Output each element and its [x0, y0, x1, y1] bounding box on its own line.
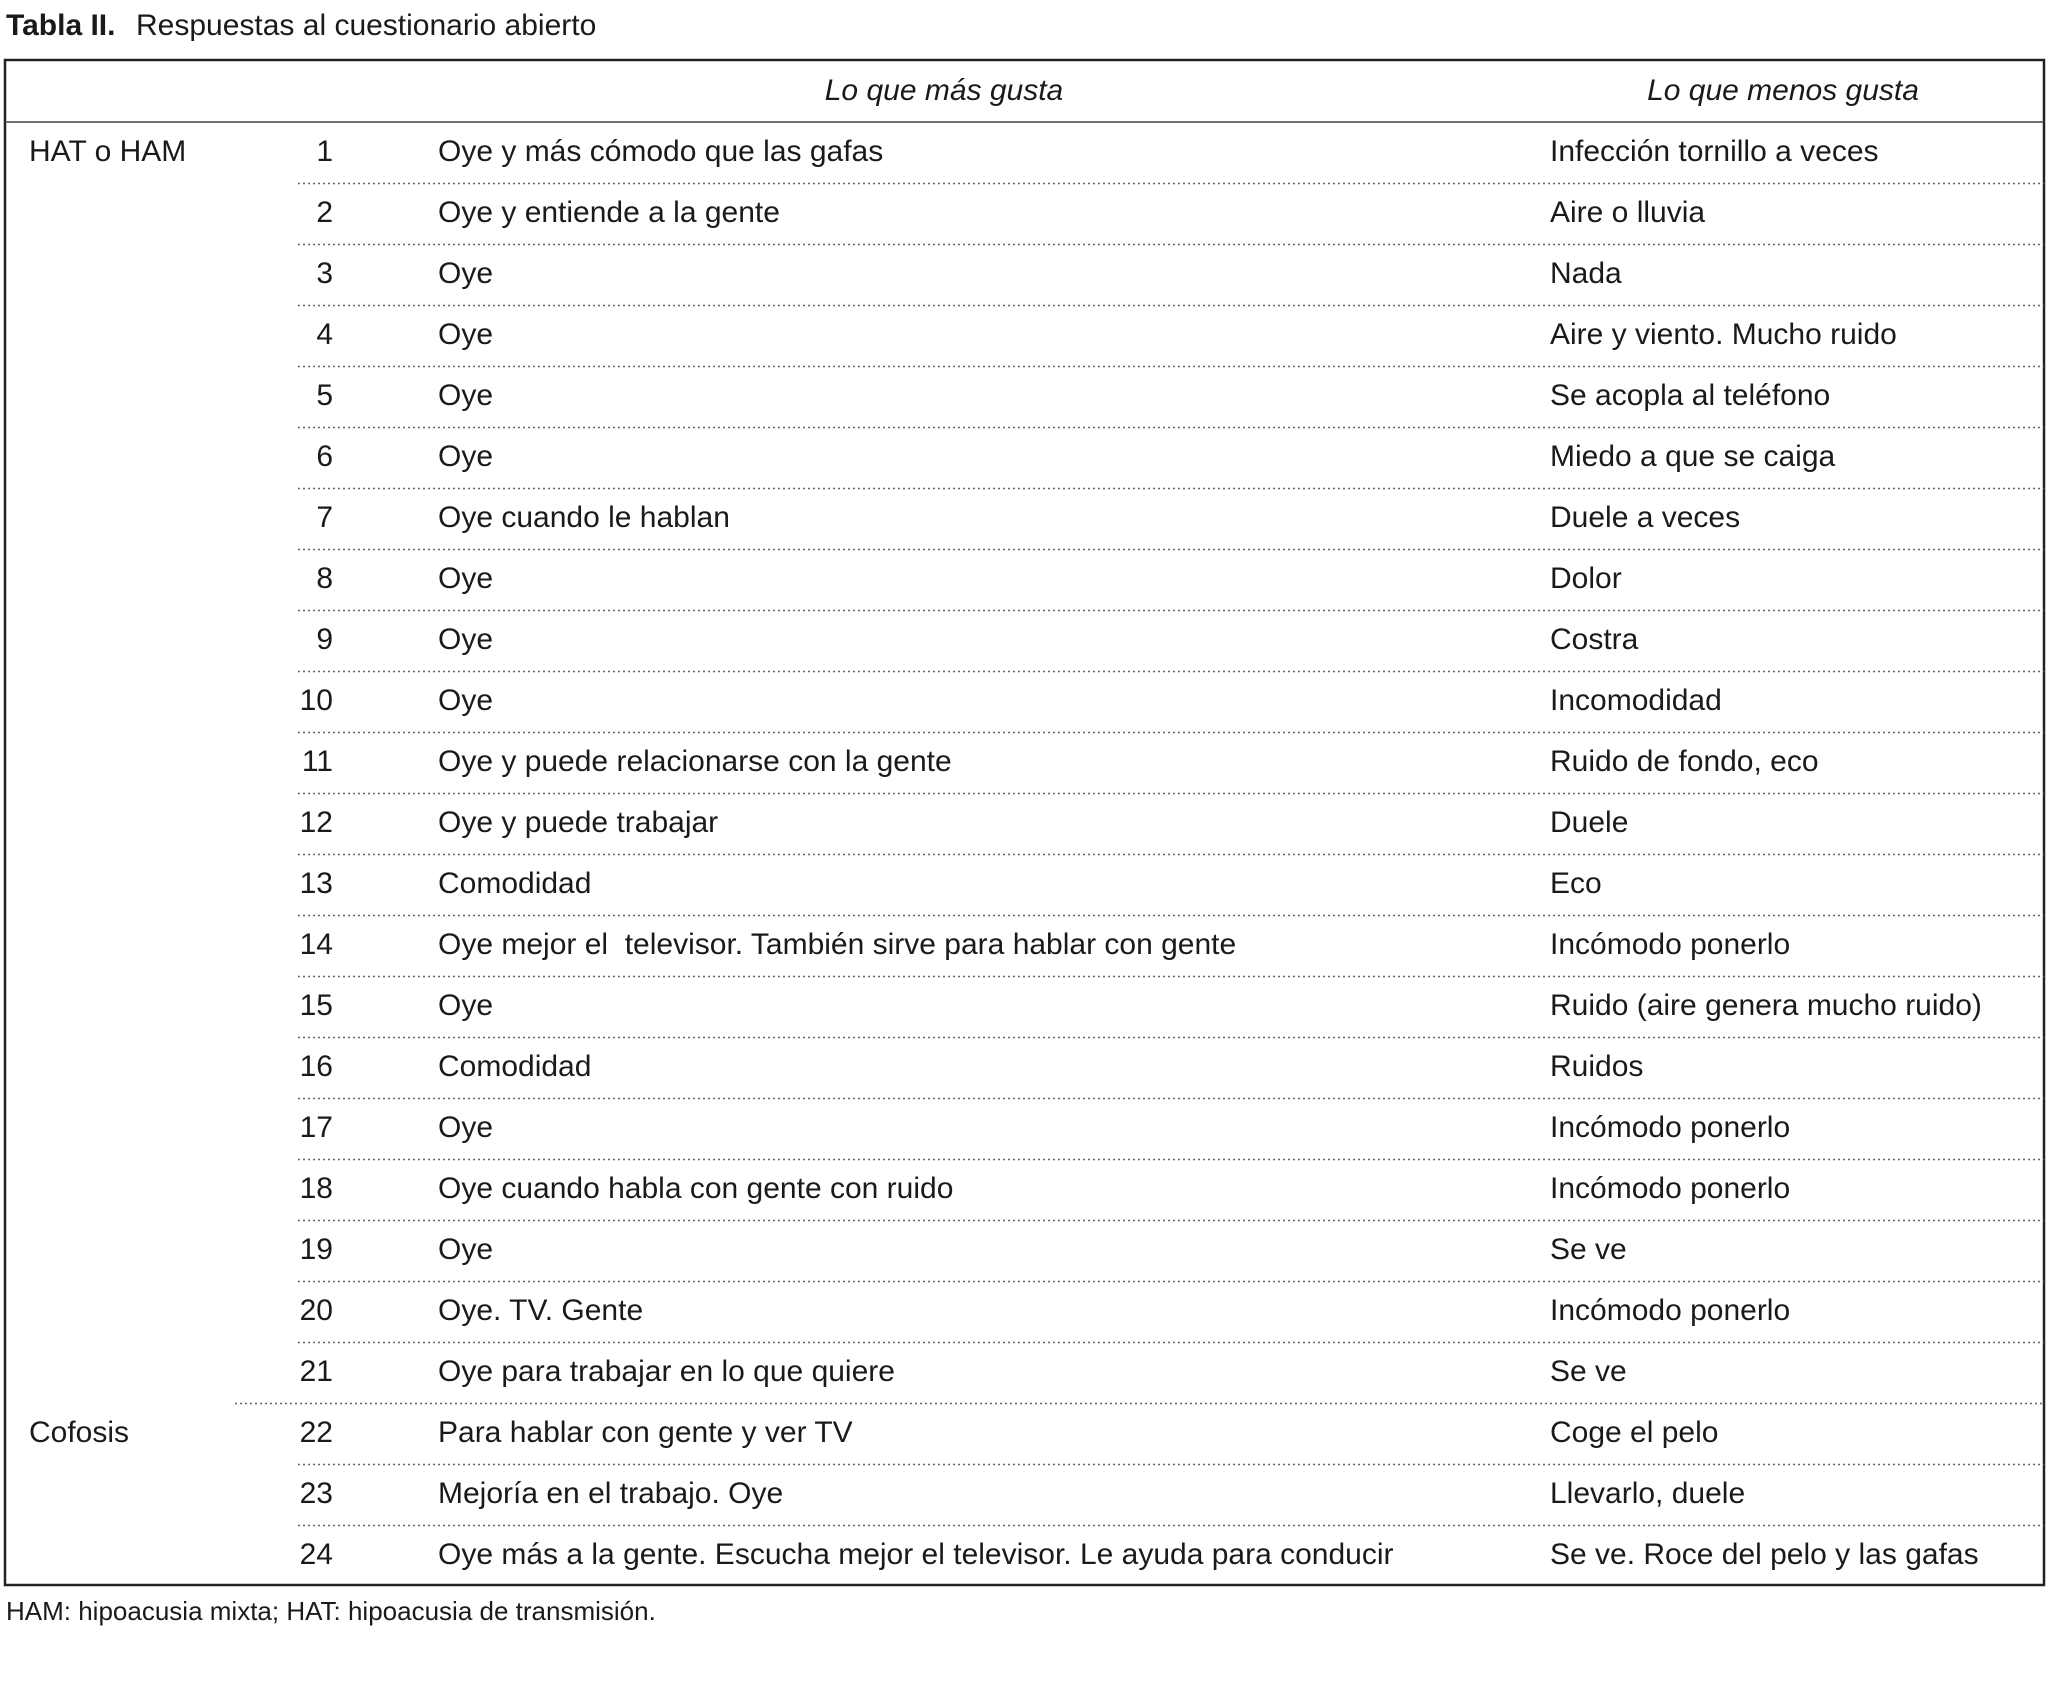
table-border	[3, 58, 2046, 1587]
likes-cell: Para hablar con gente y ver TV	[438, 1416, 853, 1449]
row-number: 1	[316, 135, 333, 168]
likes-cell: Oye. TV. Gente	[438, 1294, 643, 1327]
row-number: 11	[302, 745, 333, 778]
row-number: 18	[300, 1172, 333, 1205]
likes-cell: Oye mejor el televisor. También sirve pa…	[438, 928, 1236, 961]
likes-cell: Comodidad	[438, 867, 591, 900]
dislikes-cell: Dolor	[1550, 562, 1622, 595]
likes-cell: Oye	[438, 684, 493, 717]
row-number: 10	[300, 684, 333, 717]
likes-cell: Oye y puede relacionarse con la gente	[438, 745, 952, 778]
row-number: 23	[300, 1477, 333, 1510]
likes-cell: Comodidad	[438, 1050, 591, 1083]
row-number: 8	[316, 562, 333, 595]
likes-cell: Oye para trabajar en lo que quiere	[438, 1355, 895, 1388]
dislikes-cell: Aire o lluvia	[1550, 196, 1705, 229]
row-number: 14	[300, 928, 333, 961]
row-number: 4	[316, 318, 333, 351]
dislikes-cell: Ruidos	[1550, 1050, 1643, 1083]
row-number: 6	[316, 440, 333, 473]
likes-cell: Oye y entiende a la gente	[438, 196, 780, 229]
dislikes-cell: Miedo a que se caiga	[1550, 440, 1836, 473]
dislikes-cell: Aire y viento. Mucho ruido	[1550, 318, 1897, 351]
row-number: 2	[316, 196, 333, 229]
likes-cell: Oye cuando le hablan	[438, 501, 730, 534]
group-label: Cofosis	[29, 1416, 129, 1449]
row-number: 12	[300, 806, 333, 839]
group-label: HAT o HAM	[29, 135, 186, 168]
dislikes-cell: Se ve	[1550, 1355, 1627, 1388]
row-number: 9	[316, 623, 333, 656]
row-number: 3	[316, 257, 333, 290]
row-number: 22	[300, 1416, 333, 1449]
dislikes-cell: Llevarlo, duele	[1550, 1477, 1745, 1510]
dislikes-cell: Ruido de fondo, eco	[1550, 745, 1819, 778]
likes-cell: Oye	[438, 989, 493, 1022]
footnote: HAM: hipoacusia mixta; HAT: hipoacusia d…	[6, 1596, 656, 1626]
dislikes-cell: Nada	[1550, 257, 1622, 290]
row-number: 16	[300, 1050, 333, 1083]
dislikes-cell: Duele	[1550, 806, 1628, 839]
dislikes-cell: Incómodo ponerlo	[1550, 1111, 1790, 1144]
table-title: Respuestas al cuestionario abierto	[136, 9, 596, 42]
likes-cell: Oye	[438, 379, 493, 412]
dislikes-cell: Eco	[1550, 867, 1602, 900]
row-number: 7	[316, 501, 333, 534]
dislikes-cell: Se ve	[1550, 1233, 1627, 1266]
dislikes-cell: Ruido (aire genera mucho ruido)	[1550, 989, 1982, 1022]
dislikes-cell: Duele a veces	[1550, 501, 1740, 534]
likes-cell: Oye	[438, 1233, 493, 1266]
dislikes-cell: Incómodo ponerlo	[1550, 928, 1790, 961]
dislikes-cell: Incomodidad	[1550, 684, 1722, 717]
dislikes-cell: Incómodo ponerlo	[1550, 1172, 1790, 1205]
likes-cell: Oye	[438, 257, 493, 290]
likes-cell: Oye	[438, 623, 493, 656]
dislikes-cell: Se acopla al teléfono	[1550, 379, 1830, 412]
likes-cell: Oye	[438, 562, 493, 595]
likes-cell: Oye y más cómodo que las gafas	[438, 135, 883, 168]
row-number: 19	[300, 1233, 333, 1266]
likes-cell: Oye	[438, 440, 493, 473]
likes-cell: Mejoría en el trabajo. Oye	[438, 1477, 783, 1510]
row-number: 15	[300, 989, 333, 1022]
dislikes-cell: Coge el pelo	[1550, 1416, 1718, 1449]
row-number: 17	[300, 1111, 333, 1144]
likes-cell: Oye	[438, 1111, 493, 1144]
column-header: Lo que menos gusta	[1647, 74, 1919, 107]
dislikes-cell: Se ve. Roce del pelo y las gafas	[1550, 1538, 1979, 1571]
likes-cell: Oye	[438, 318, 493, 351]
column-header: Lo que más gusta	[825, 74, 1064, 107]
likes-cell: Oye cuando habla con gente con ruido	[438, 1172, 953, 1205]
dislikes-cell: Incómodo ponerlo	[1550, 1294, 1790, 1327]
row-number: 13	[300, 867, 333, 900]
row-number: 21	[300, 1355, 333, 1388]
likes-cell: Oye y puede trabajar	[438, 806, 718, 839]
dislikes-cell: Costra	[1550, 623, 1639, 656]
row-number: 5	[316, 379, 333, 412]
row-number: 20	[300, 1294, 333, 1327]
dislikes-cell: Infección tornillo a veces	[1550, 135, 1879, 168]
likes-cell: Oye más a la gente. Escucha mejor el tel…	[438, 1538, 1394, 1571]
row-number: 24	[300, 1538, 333, 1571]
table-label: Tabla II.	[6, 9, 115, 42]
